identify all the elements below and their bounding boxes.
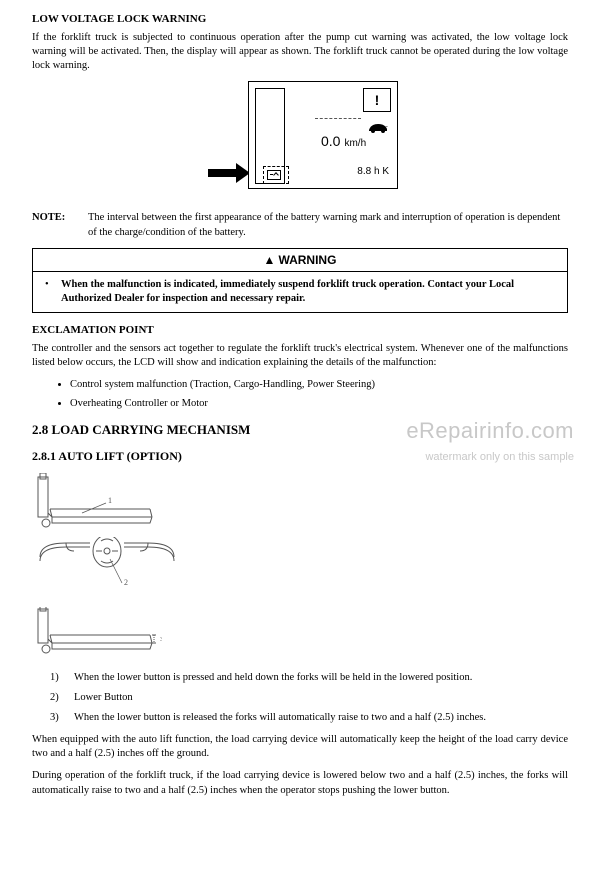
fig-label-3: 3 [160,637,162,643]
figure-forklift-1: 1 [32,473,162,531]
item-num: 1) [50,671,74,685]
item-text: Lower Button [74,691,133,705]
speed-value: 0.0 [321,133,340,149]
list-item: 2)Lower Button [50,691,568,705]
warning-header: ▲WARNING [33,249,567,272]
para-during: During operation of the forklift truck, … [32,769,568,797]
warning-body: • When the malfunction is indicated, imm… [33,272,567,312]
warning-triangle-icon: ▲ [264,252,276,268]
list-item: 3)When the lower button is released the … [50,711,568,725]
pointer-arrow-icon [208,163,250,183]
battery-warn-icon [263,166,289,184]
lcd-box: ! 0.0 km/h 8.8 h K [248,81,398,189]
para-excl: The controller and the sensors act toget… [32,342,568,370]
warning-box: ▲WARNING • When the malfunction is indic… [32,248,568,314]
item-num: 2) [50,691,74,705]
list-item: 1)When the lower button is pressed and h… [50,671,568,685]
heading-low-voltage: LOW VOLTAGE LOCK WARNING [32,12,568,27]
fig-label-2: 2 [124,578,128,587]
heading-exclamation: EXCLAMATION POINT [32,323,568,338]
fig-label-1: 1 [108,496,112,505]
heading-2-8-1: 2.8.1 AUTO LIFT (OPTION) [32,448,568,464]
numbered-list: 1)When the lower button is pressed and h… [50,671,568,726]
warning-text: When the malfunction is indicated, immed… [61,279,514,304]
dash-line [315,118,361,119]
item-text: When the lower button is released the fo… [74,711,486,725]
item-text: When the lower button is pressed and hel… [74,671,472,685]
exclaim-icon: ! [363,88,391,112]
speed-readout: 0.0 km/h [321,132,366,151]
list-item: Overheating Controller or Motor [70,397,568,411]
list-item: Control system malfunction (Traction, Ca… [70,378,568,392]
figure-handle: 2 [32,537,182,601]
turtle-icon [367,122,389,134]
code-readout: 8.8 h K [357,165,389,179]
note-text: The interval between the first appearanc… [88,211,568,239]
para-equipped: When equipped with the auto lift functio… [32,733,568,761]
note-block: NOTE: The interval between the first app… [32,211,568,239]
malfunction-list: Control system malfunction (Traction, Ca… [70,378,568,410]
display-figure: ! 0.0 km/h 8.8 h K [196,81,404,201]
note-label: NOTE: [32,211,88,239]
figure-forklift-2: 3 [32,607,162,659]
item-num: 3) [50,711,74,725]
speed-unit: km/h [344,138,366,149]
figure-set: 1 2 3 [32,473,568,659]
warning-bullet-icon: • [45,278,49,292]
warning-header-text: WARNING [278,253,336,267]
para-lvlw: If the forklift truck is subjected to co… [32,31,568,74]
heading-2-8: 2.8 LOAD CARRYING MECHANISM [32,421,568,439]
